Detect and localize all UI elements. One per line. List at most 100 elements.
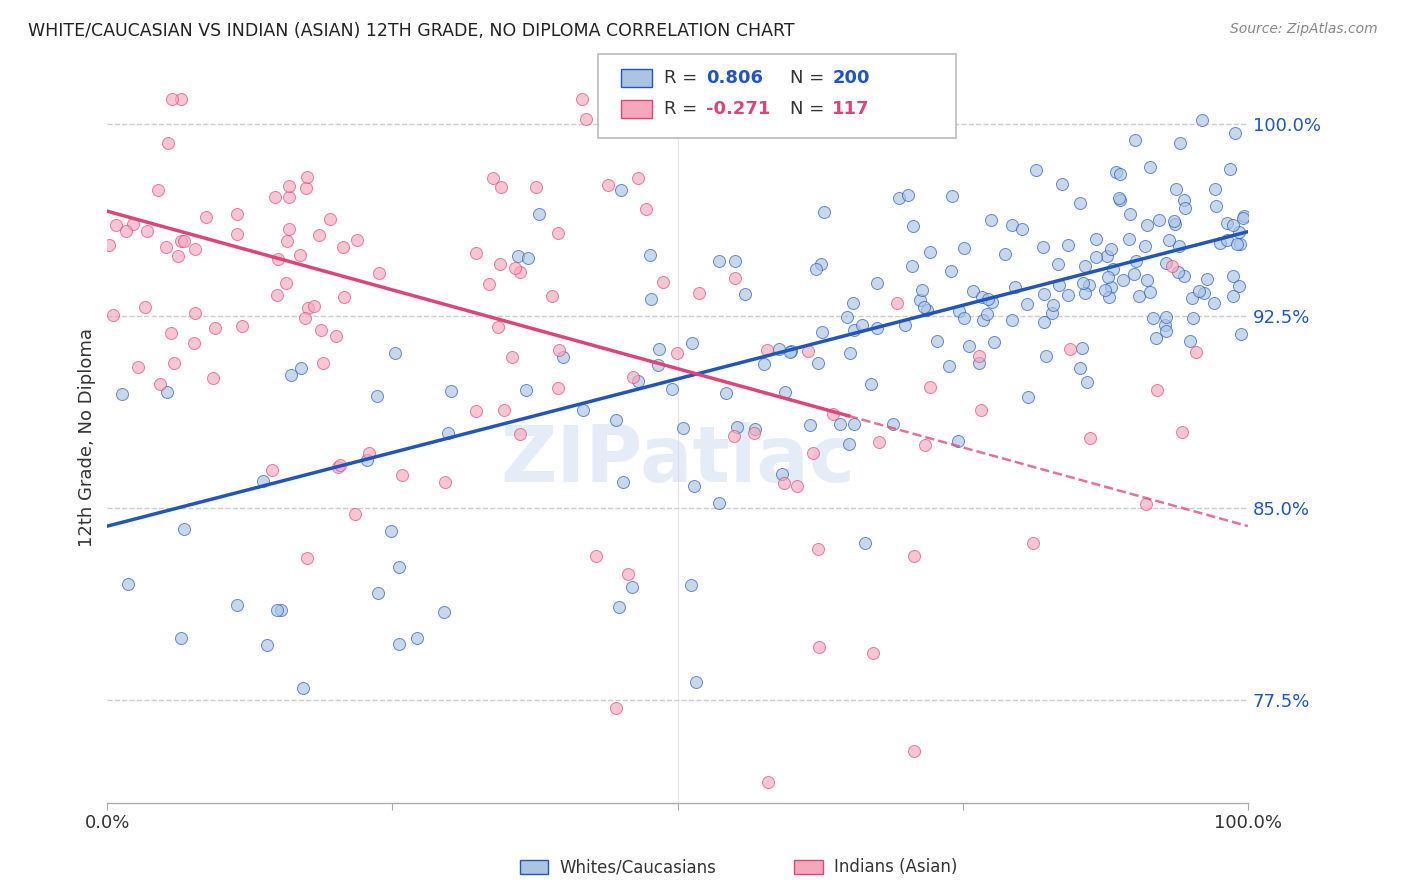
Point [156, 384, 179, 399]
Point [1178, 334, 1201, 348]
Point [1191, 112, 1213, 127]
Point [1147, 213, 1170, 227]
Point [723, 428, 745, 442]
Point [813, 205, 835, 219]
Point [1133, 238, 1156, 252]
Point [1125, 253, 1147, 268]
Point [1097, 270, 1119, 285]
Point [309, 323, 332, 337]
Point [969, 356, 991, 370]
Point [488, 320, 510, 334]
Point [391, 468, 413, 483]
Point [1032, 286, 1054, 301]
Point [160, 92, 183, 106]
Point [1171, 425, 1194, 439]
Point [621, 370, 644, 384]
Point [184, 242, 207, 256]
Point [368, 267, 391, 281]
Point [252, 474, 274, 488]
Point [1197, 272, 1219, 286]
Point [333, 289, 356, 303]
Point [122, 217, 145, 231]
Point [547, 381, 569, 395]
Point [170, 632, 193, 646]
Point [288, 248, 311, 262]
Point [290, 360, 312, 375]
Point [1076, 376, 1098, 390]
Point [515, 383, 537, 397]
Point [842, 417, 865, 432]
Point [226, 598, 249, 612]
Point [527, 207, 550, 221]
Point [195, 211, 218, 225]
Point [1052, 177, 1074, 191]
Point [842, 323, 865, 337]
Point [267, 252, 290, 266]
Point [685, 674, 707, 689]
Point [149, 376, 172, 391]
Point [779, 344, 801, 359]
Text: R =: R = [664, 69, 703, 87]
Point [1135, 497, 1157, 511]
Point [853, 536, 876, 550]
Point [517, 251, 540, 265]
Point [938, 359, 960, 374]
Point [115, 224, 138, 238]
Point [1000, 219, 1022, 233]
Point [911, 283, 934, 297]
Point [725, 420, 748, 434]
Point [1015, 297, 1038, 311]
Point [1118, 232, 1140, 246]
Point [799, 418, 821, 433]
Text: Source: ZipAtlas.com: Source: ZipAtlas.com [1230, 22, 1378, 37]
Point [183, 336, 205, 351]
Point [482, 170, 505, 185]
Point [1163, 214, 1185, 228]
Point [1222, 218, 1244, 232]
Point [319, 211, 342, 226]
Point [1033, 314, 1056, 328]
Point [1097, 249, 1119, 263]
Point [388, 637, 411, 651]
Point [1136, 218, 1159, 232]
Point [786, 479, 808, 493]
Point [1173, 193, 1195, 207]
Point [277, 189, 299, 203]
Point [357, 446, 380, 460]
Point [1232, 211, 1254, 225]
Point [994, 247, 1017, 261]
Point [256, 638, 278, 652]
Point [146, 183, 169, 197]
Text: ZIPatlас: ZIPatlас [501, 422, 855, 498]
Point [111, 386, 134, 401]
Point [1057, 287, 1080, 301]
Point [851, 318, 873, 332]
Point [465, 403, 488, 417]
Point [768, 342, 790, 356]
Point [770, 467, 793, 482]
Point [969, 402, 991, 417]
Point [893, 318, 915, 332]
Text: 117: 117 [832, 100, 870, 118]
Point [1181, 311, 1204, 326]
Point [295, 169, 318, 184]
Point [903, 744, 925, 758]
Point [1167, 265, 1189, 279]
Point [807, 541, 830, 556]
Point [440, 384, 463, 398]
Point [638, 248, 661, 262]
Point [607, 599, 630, 614]
Point [661, 382, 683, 396]
Text: Indians (Asian): Indians (Asian) [834, 858, 957, 876]
Point [1119, 207, 1142, 221]
Point [465, 246, 488, 260]
Point [1154, 318, 1177, 332]
Point [1154, 324, 1177, 338]
Point [297, 301, 319, 315]
Point [136, 224, 159, 238]
Point [117, 577, 139, 591]
Point [828, 417, 851, 431]
Text: -0.271: -0.271 [706, 100, 770, 118]
Point [1204, 181, 1226, 195]
Point [838, 437, 860, 451]
